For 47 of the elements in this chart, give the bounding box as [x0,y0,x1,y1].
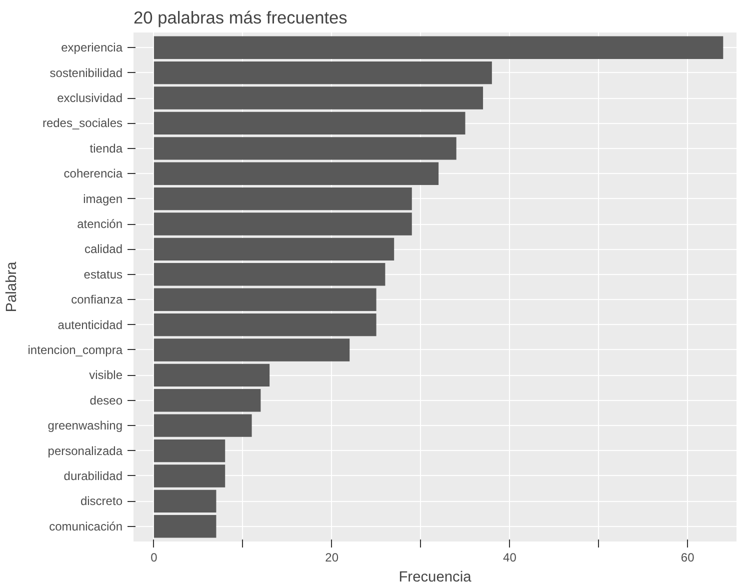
bar [154,515,216,538]
y-tick-label: exclusividad [57,91,123,106]
bar [154,464,226,488]
y-tick-label: durabilidad [64,468,123,483]
bar [154,490,216,513]
bar [154,112,466,135]
bar [154,212,412,236]
y-tick-label: imagen [83,192,122,206]
x-tick-label: 20 [325,550,339,564]
y-tick-label: visible [89,368,123,382]
y-tick-label: autenticidad [58,318,122,332]
x-tick-label: 0 [150,550,158,564]
chart-title: 20 palabras más frecuentes [134,8,348,28]
y-tick-label: personalizada [48,444,123,458]
y-tick-label: experiencia [61,40,123,55]
bar [154,86,484,110]
y-tick-label: calidad [84,242,123,256]
y-tick-label: deseo [90,393,123,408]
bar [154,414,252,437]
y-tick-label: coherencia [64,166,123,181]
bar [154,263,386,286]
y-tick-label: estatus [84,267,123,282]
y-tick-label: intencion_compra [28,342,123,357]
bar [154,36,724,59]
y-tick-label: sostenibilidad [50,66,123,80]
bar [154,61,492,84]
x-tick-label: 60 [680,550,695,564]
bar [154,364,270,387]
y-tick-label: discreto [80,494,123,508]
y-tick-label: greenwashing [48,418,122,433]
y-tick-label: confianza [71,292,123,307]
y-axis-title: Palabra [4,260,20,312]
bar [154,288,376,311]
y-tick-label: redes_sociales [42,116,122,130]
y-tick-label: comunicación [49,519,123,534]
y-tick-label: atención [77,217,123,232]
bar [154,238,394,261]
bar [154,439,226,462]
x-axis-title: Frecuencia [398,570,472,586]
bar [154,338,350,362]
bar [154,313,376,336]
bar [154,187,412,210]
bar [154,162,439,185]
bar [154,389,261,412]
x-tick-label: 40 [503,550,517,564]
y-tick-label: tienda [90,141,123,156]
bar [154,137,456,160]
